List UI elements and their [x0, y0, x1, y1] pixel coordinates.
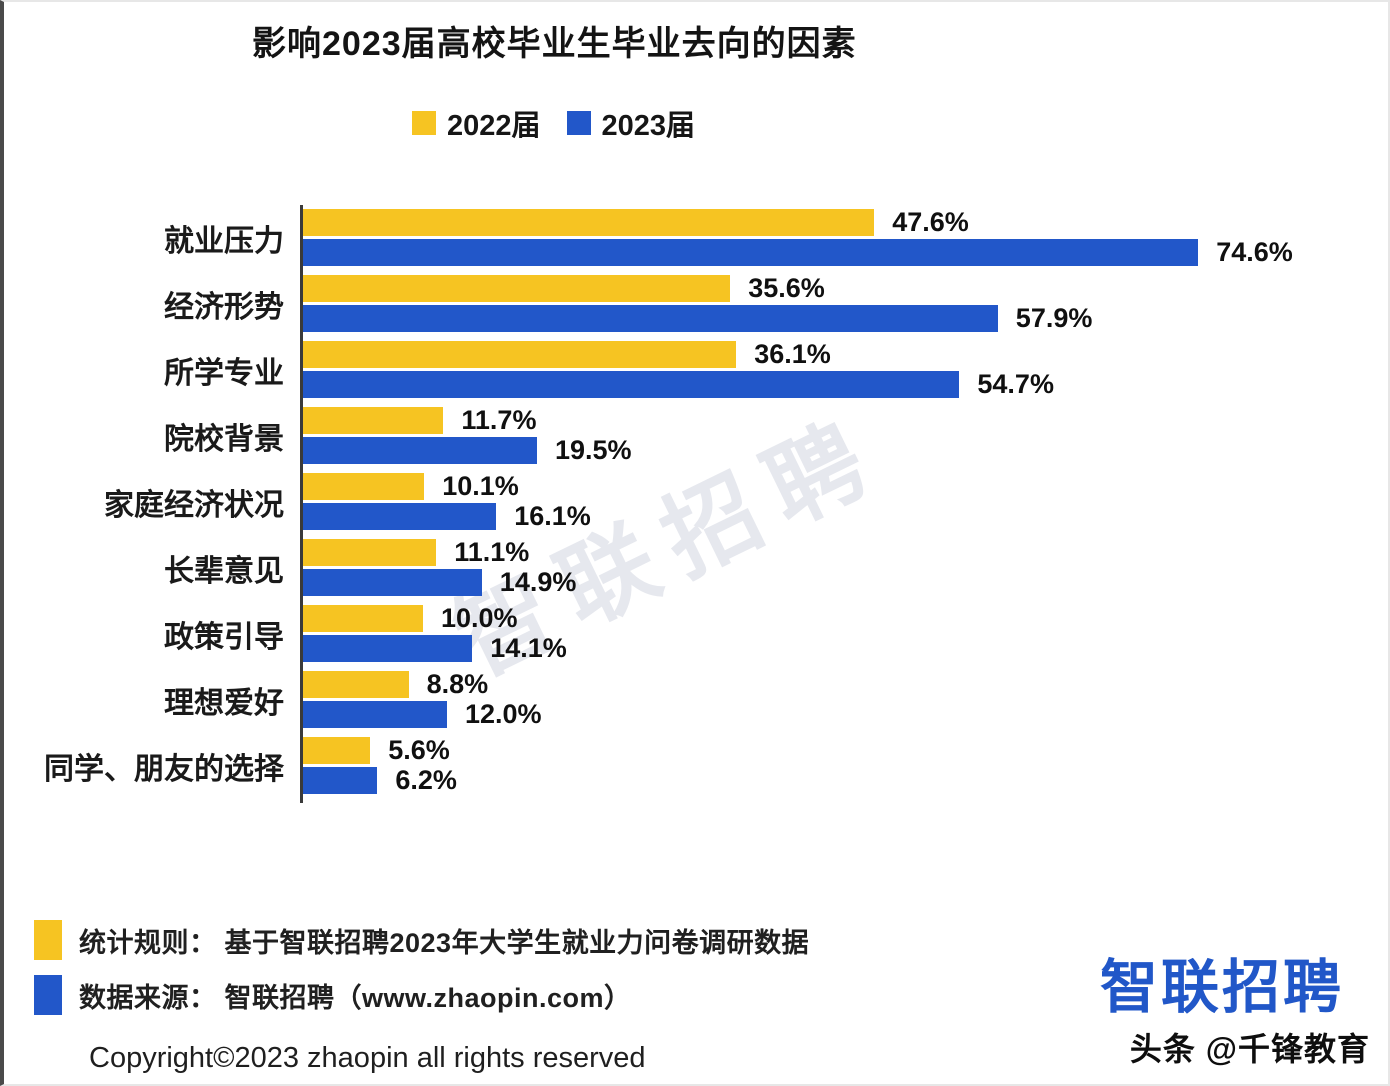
value-label: 16.1%	[514, 501, 591, 531]
stat-rule-bullet-icon	[34, 920, 62, 960]
bar-2023届	[303, 635, 473, 662]
bar-line: 10.1%	[303, 471, 1380, 501]
value-label: 11.1%	[454, 537, 530, 567]
bar-line: 47.6%	[303, 207, 1380, 237]
bar-line: 14.9%	[303, 567, 1380, 597]
value-label: 8.8%	[426, 669, 489, 699]
bar-2022届	[303, 407, 444, 434]
bar-2023届	[303, 569, 482, 596]
bar-line: 74.6%	[303, 237, 1380, 267]
chart-row: 36.1% 54.7%	[303, 337, 1380, 403]
bar-line: 36.1%	[303, 339, 1380, 369]
bar-2023届	[303, 767, 378, 794]
zhaopin-logo: 智联招聘	[1099, 955, 1344, 1020]
value-label: 5.6%	[388, 735, 450, 765]
category-label: 理想爱好	[164, 687, 284, 720]
value-label: 36.1%	[754, 339, 831, 369]
bar-line: 8.8%	[303, 669, 1380, 699]
value-label: 35.6%	[748, 273, 825, 303]
bar-line: 12.0%	[303, 699, 1380, 729]
category-label: 同学、朋友的选择	[44, 753, 284, 786]
value-label: 12.0%	[465, 699, 542, 729]
category-labels: 就业压力经济形势所学专业院校背景家庭经济状况长辈意见政策引导理想爱好同学、朋友的…	[16, 205, 300, 803]
bar-2023届	[303, 437, 537, 464]
category-label: 经济形势	[164, 291, 284, 324]
value-label: 54.7%	[977, 369, 1054, 399]
value-label: 57.9%	[1015, 303, 1093, 333]
bar-2023届	[303, 305, 998, 332]
chart-row: 11.1% 14.9%	[303, 535, 1380, 601]
legend-label-2023: 2023届	[601, 110, 696, 142]
bar-line: 11.7%	[303, 405, 1380, 435]
data-source-text: 数据来源： 智联招聘（www.zhaopin.com）	[79, 982, 632, 1013]
legend-item-2022: 2022届	[412, 102, 541, 144]
copyright-text: Copyright©2023 zhaopin all rights reserv…	[89, 1042, 646, 1074]
value-label: 74.6%	[1216, 237, 1293, 267]
legend-label-2022: 2022届	[447, 110, 541, 142]
footnote-data-source: 数据来源： 智联招聘（www.zhaopin.com）	[34, 975, 632, 1015]
chart-row: 10.1% 16.1%	[303, 469, 1380, 535]
bar-chart: 就业压力经济形势所学专业院校背景家庭经济状况长辈意见政策引导理想爱好同学、朋友的…	[16, 205, 1380, 803]
bar-line: 54.7%	[303, 369, 1380, 399]
legend: 2022届 2023届	[412, 102, 695, 144]
bar-2022届	[303, 737, 371, 764]
value-label: 14.9%	[499, 567, 577, 597]
bar-line: 19.5%	[303, 435, 1380, 465]
bar-2022届	[303, 539, 437, 566]
category-label: 家庭经济状况	[104, 489, 284, 522]
category-label: 政策引导	[164, 621, 284, 654]
data-source-bullet-icon	[34, 975, 62, 1015]
category-label: 所学专业	[164, 357, 284, 390]
legend-swatch-2023-icon	[566, 111, 591, 135]
bar-2023届	[303, 239, 1199, 266]
bar-2023届	[303, 503, 497, 530]
bar-2023届	[303, 371, 960, 398]
value-label: 19.5%	[555, 435, 632, 465]
chart-rows: 47.6% 74.6% 35.6% 57.9% 36.1% 54.7% 11.7% 19.5%…	[300, 205, 1380, 803]
bar-2022届	[303, 473, 425, 500]
chart-row: 35.6% 57.9%	[303, 271, 1380, 337]
page-title: 影响2023届高校毕业生毕业去向的因素	[252, 25, 857, 63]
bar-2022届	[303, 605, 423, 632]
bar-line: 5.6%	[303, 735, 1380, 765]
bar-2022届	[303, 275, 731, 302]
chart-row: 8.8% 12.0%	[303, 667, 1380, 733]
bar-line: 16.1%	[303, 501, 1380, 531]
category-label: 院校背景	[164, 423, 284, 456]
legend-item-2023: 2023届	[566, 102, 696, 144]
chart-row: 5.6% 6.2%	[303, 733, 1380, 799]
category-label: 长辈意见	[164, 555, 284, 588]
bar-2022届	[303, 341, 737, 368]
attribution-text: 头条 @千锋教育	[1129, 1031, 1370, 1067]
bar-line: 57.9%	[303, 303, 1380, 333]
bar-line: 6.2%	[303, 765, 1380, 795]
chart-row: 47.6% 74.6%	[303, 205, 1380, 271]
bar-line: 11.1%	[303, 537, 1380, 567]
stat-rule-text: 统计规则： 基于智联招聘2023年大学生就业力问卷调研数据	[79, 927, 810, 958]
value-label: 6.2%	[395, 765, 457, 795]
bar-2022届	[303, 671, 409, 698]
value-label: 47.6%	[892, 207, 969, 237]
footnote-stat-rule: 统计规则： 基于智联招聘2023年大学生就业力问卷调研数据	[34, 920, 809, 960]
legend-swatch-2022-icon	[412, 111, 436, 135]
chart-row: 10.0% 14.1%	[303, 601, 1380, 667]
bar-2022届	[303, 209, 875, 236]
value-label: 11.7%	[461, 405, 537, 435]
chart-row: 11.7% 19.5%	[303, 403, 1380, 469]
value-label: 10.1%	[442, 471, 519, 501]
category-label: 就业压力	[164, 225, 284, 258]
bar-line: 10.0%	[303, 603, 1380, 633]
value-label: 14.1%	[490, 633, 567, 663]
bar-2023届	[303, 701, 447, 728]
bar-line: 14.1%	[303, 633, 1380, 663]
value-label: 10.0%	[441, 603, 518, 633]
bar-line: 35.6%	[303, 273, 1380, 303]
